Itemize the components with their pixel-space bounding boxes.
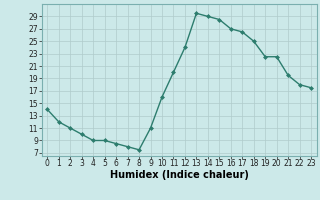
X-axis label: Humidex (Indice chaleur): Humidex (Indice chaleur): [110, 170, 249, 180]
